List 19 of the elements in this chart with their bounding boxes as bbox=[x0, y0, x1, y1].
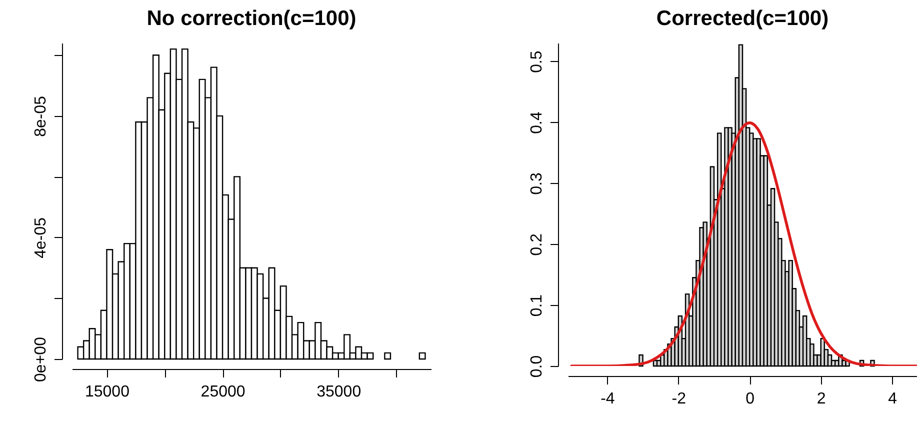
y-tick-label: 0e+00 bbox=[32, 336, 50, 382]
x-tick-label: 15000 bbox=[84, 384, 130, 400]
y-tick-label: 4e-05 bbox=[32, 217, 50, 258]
x-tick-label: 35000 bbox=[316, 384, 362, 400]
x-tick-label: -4 bbox=[600, 390, 615, 408]
x-tick-label: 4 bbox=[888, 390, 898, 408]
x-tick-label: 25000 bbox=[200, 384, 246, 400]
y-tick-label: 0.3 bbox=[528, 172, 546, 195]
chart-title: Corrected(c=100) bbox=[656, 7, 829, 30]
y-tick-label: 0.5 bbox=[528, 50, 546, 73]
x-tick-label: 0 bbox=[746, 390, 755, 408]
x-tick-label: 2 bbox=[816, 390, 826, 408]
y-tick-label: 0.2 bbox=[528, 233, 546, 256]
x-tick-label: -2 bbox=[672, 390, 686, 408]
chart-title: No correction(c=100) bbox=[146, 7, 356, 30]
y-tick-label: 0.0 bbox=[528, 355, 546, 378]
y-tick-label: 0.1 bbox=[528, 294, 546, 317]
y-tick-label: 0.4 bbox=[528, 112, 546, 134]
y-tick-label: 8e-05 bbox=[32, 96, 50, 137]
